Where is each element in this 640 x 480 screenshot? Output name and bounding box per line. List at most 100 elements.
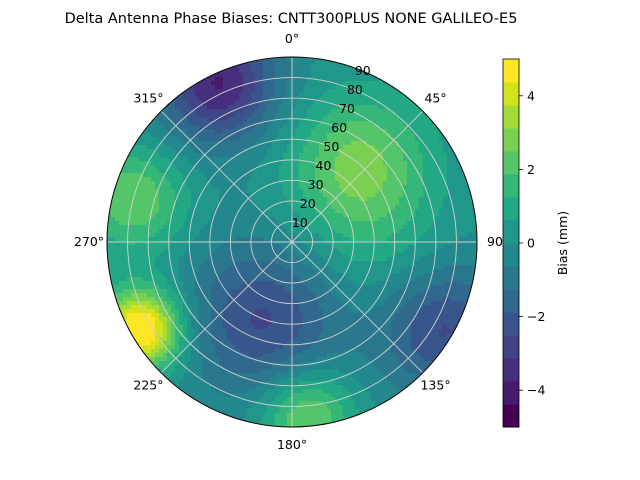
contour-cell (111, 285, 116, 290)
contour-cell (111, 217, 116, 222)
contour-cell (239, 277, 244, 282)
contour-cell (259, 121, 264, 126)
contour-cell (363, 205, 368, 210)
contour-cell (299, 289, 304, 294)
contour-cell (275, 73, 280, 78)
contour-cell (411, 277, 416, 282)
contour-cell (191, 169, 196, 174)
contour-cell (439, 161, 444, 166)
contour-cell (439, 217, 444, 222)
contour-cell (411, 101, 416, 106)
contour-cell (187, 117, 192, 122)
contour-cell (307, 157, 312, 162)
contour-cell (203, 213, 208, 218)
contour-cell (195, 201, 200, 206)
contour-cell (119, 209, 124, 214)
contour-cell (167, 265, 172, 270)
contour-cell (159, 249, 164, 254)
contour-cell (427, 157, 432, 162)
contour-cell (371, 245, 376, 250)
contour-cell (299, 233, 304, 238)
contour-cell (339, 249, 344, 254)
contour-cell (387, 145, 392, 150)
contour-cell (431, 153, 436, 158)
contour-cell (183, 241, 188, 246)
contour-cell (195, 109, 200, 114)
contour-cell (247, 117, 252, 122)
contour-cell (211, 201, 216, 206)
contour-cell (187, 289, 192, 294)
contour-cell (175, 241, 180, 246)
contour-cell (335, 141, 340, 146)
contour-cell (143, 161, 148, 166)
contour-cell (323, 149, 328, 154)
contour-cell (379, 281, 384, 286)
contour-cell (327, 241, 332, 246)
contour-cell (143, 201, 148, 206)
contour-cell (195, 221, 200, 226)
contour-cell (415, 117, 420, 122)
contour-cell (207, 273, 212, 278)
contour-cell (303, 237, 308, 242)
contour-cell (307, 289, 312, 294)
contour-cell (243, 221, 248, 226)
contour-cell (363, 177, 368, 182)
contour-cell (363, 221, 368, 226)
contour-cell (131, 253, 136, 258)
contour-cell (183, 101, 188, 106)
contour-cell (383, 129, 388, 134)
contour-cell (335, 237, 340, 242)
contour-cell (347, 141, 352, 146)
contour-cell (243, 129, 248, 134)
contour-cell (379, 89, 384, 94)
contour-cell (215, 109, 220, 114)
contour-cell (239, 217, 244, 222)
contour-cell (327, 169, 332, 174)
contour-cell (319, 61, 324, 66)
contour-cell (227, 161, 232, 166)
contour-cell (195, 241, 200, 246)
contour-cell (159, 197, 164, 202)
contour-cell (459, 217, 464, 222)
contour-cell (295, 65, 300, 70)
contour-cell (123, 201, 128, 206)
contour-cell (275, 125, 280, 130)
contour-cell (355, 269, 360, 274)
contour-cell (375, 205, 380, 210)
contour-cell (199, 173, 204, 178)
contour-cell (259, 261, 264, 266)
contour-cell (231, 185, 236, 190)
contour-cell (311, 301, 316, 306)
contour-cell (303, 161, 308, 166)
contour-cell (267, 69, 272, 74)
contour-cell (307, 73, 312, 78)
contour-cell (227, 225, 232, 230)
contour-cell (391, 113, 396, 118)
contour-cell (367, 233, 372, 238)
contour-cell (363, 81, 368, 86)
contour-cell (411, 193, 416, 198)
contour-cell (419, 285, 424, 290)
contour-cell (151, 249, 156, 254)
contour-cell (315, 133, 320, 138)
contour-cell (199, 229, 204, 234)
contour-cell (315, 241, 320, 246)
contour-cell (451, 297, 456, 302)
contour-cell (199, 201, 204, 206)
contour-cell (327, 237, 332, 242)
contour-cell (439, 269, 444, 274)
contour-cell (299, 185, 304, 190)
contour-cell (263, 173, 268, 178)
contour-cell (447, 273, 452, 278)
contour-cell (215, 185, 220, 190)
contour-cell (439, 249, 444, 254)
contour-cell (271, 93, 276, 98)
contour-cell (227, 213, 232, 218)
contour-cell (467, 237, 472, 242)
contour-cell (223, 169, 228, 174)
contour-cell (243, 205, 248, 210)
contour-cell (303, 293, 308, 298)
contour-cell (159, 245, 164, 250)
contour-cell (311, 281, 316, 286)
contour-cell (127, 281, 132, 286)
